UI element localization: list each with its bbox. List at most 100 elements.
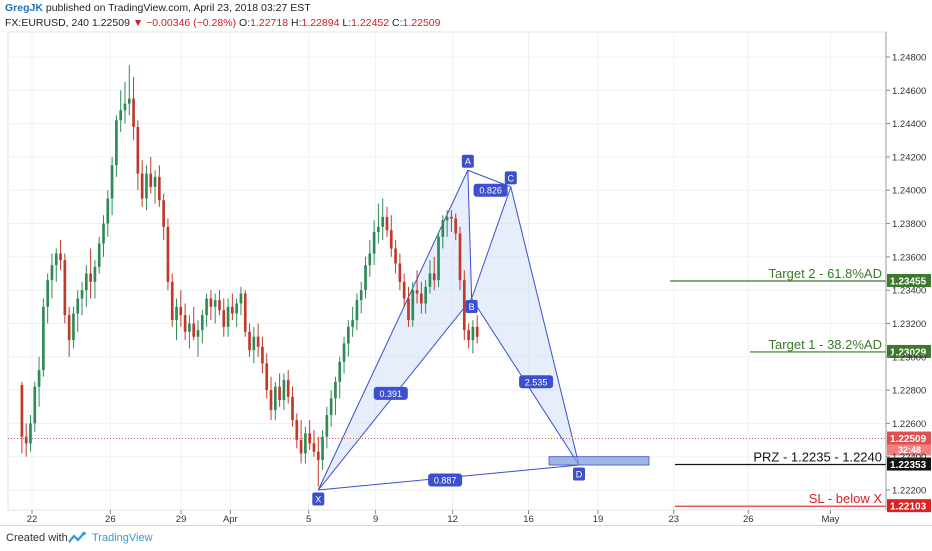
candle-body <box>231 306 234 314</box>
candle-body <box>437 236 440 281</box>
author-link[interactable]: GregJK <box>5 2 43 14</box>
candle-body <box>67 315 71 341</box>
candle-body <box>377 226 380 232</box>
tradingview-brand-link[interactable]: TradingView <box>92 532 153 544</box>
candle-body <box>252 336 256 351</box>
candle-body <box>119 110 123 121</box>
candle-body <box>454 218 458 234</box>
countdown-tag: 32:48 <box>898 445 921 455</box>
candle-body <box>158 176 161 201</box>
point-label-text: B <box>469 302 475 312</box>
candle-body <box>84 273 88 291</box>
candle-body <box>312 443 316 452</box>
open-value: 1.22718 <box>250 17 289 29</box>
candle-body <box>458 233 462 281</box>
chart-axes: 1.24800 1.24600 1.24400 1.24200 1.24000 1.238… <box>27 32 926 525</box>
point-label-d: D <box>573 467 586 481</box>
candle-body <box>475 326 479 337</box>
candle-body <box>462 280 466 331</box>
candle-body <box>222 310 226 327</box>
candle-body <box>153 176 157 187</box>
candle-body <box>282 380 286 401</box>
candle-body <box>316 451 320 461</box>
x-tick-label: 16 <box>523 514 534 525</box>
close-value: 1.22509 <box>402 17 441 29</box>
candle-body <box>183 315 187 332</box>
candles <box>20 65 479 487</box>
x-tick-label: 26 <box>743 514 754 525</box>
candle-body <box>402 281 406 299</box>
candle-body <box>170 281 174 321</box>
y-tick-label: 1.23200 <box>892 319 926 330</box>
ratio-badge-bg <box>519 375 554 389</box>
point-label-text: D <box>576 470 583 480</box>
y-tick-label: 1.22600 <box>892 419 926 430</box>
candle-body <box>325 415 329 437</box>
target-1-price-tag: 1.23029 <box>890 347 927 358</box>
publish-line: GregJK published on TradingView.com, Apr… <box>5 1 311 15</box>
stop-loss-tag-bg <box>887 499 931 513</box>
open-label: O: <box>239 17 251 29</box>
x-tick-label: 26 <box>105 514 116 525</box>
ratio-badge-bg <box>473 183 508 197</box>
candle-body <box>24 436 28 444</box>
y-tick-label: 1.24800 <box>892 52 926 63</box>
candle-body <box>235 303 238 314</box>
candle-body <box>196 330 200 337</box>
prz-label: PRZ - 1.2235 - 1.2240 <box>753 450 882 465</box>
candle-body <box>209 298 213 307</box>
candle-body <box>97 243 101 267</box>
target-2-tag-bg <box>887 273 931 287</box>
high-label: H: <box>290 17 302 29</box>
point-label-a: A <box>461 154 474 168</box>
candle-body <box>407 298 410 321</box>
ratio-badge: 2.535 <box>519 375 554 389</box>
ratio-badge-bg <box>428 473 463 487</box>
candle-body <box>355 300 359 321</box>
prz-price-tag: 1.22353 <box>890 460 927 471</box>
bcd-triangle <box>471 186 580 466</box>
target-1-tag-bg <box>887 344 931 358</box>
candle-body <box>338 361 342 382</box>
candle-body <box>29 423 32 444</box>
x-tick-label: Apr <box>223 514 238 525</box>
x-tick-label: 12 <box>447 514 458 525</box>
candle-body <box>450 216 453 219</box>
candle-body <box>80 290 84 299</box>
candle-body <box>381 216 385 227</box>
candle-body <box>46 280 49 307</box>
stop-loss-label: SL - below X <box>809 491 883 506</box>
ohlc-line: FX:EURUSD, 240 1.22509 ▼ −0.00346 (−0.28… <box>5 16 441 30</box>
y-tick-label: 1.23400 <box>892 286 926 297</box>
last-price-tag: 1.22509 <box>890 434 927 445</box>
x-tick-label: 5 <box>306 514 311 525</box>
candle-body <box>20 385 24 437</box>
candle-body <box>226 306 230 327</box>
candle-body <box>102 223 105 244</box>
footer-bar: Created with TradingView <box>0 525 932 551</box>
candle-body <box>50 265 54 281</box>
created-with-label: Created with <box>6 532 68 544</box>
candle-body <box>299 440 303 454</box>
candle-body <box>286 380 290 397</box>
chart-header: GregJK published on TradingView.com, Apr… <box>0 0 932 32</box>
x-tick-label: 19 <box>593 514 604 525</box>
candle-body <box>342 343 346 362</box>
cd-leg <box>510 186 580 466</box>
ratio-badge-label: 0.826 <box>479 186 502 196</box>
candle-body <box>132 98 135 127</box>
candle-body <box>162 200 165 227</box>
candle-body <box>127 98 131 104</box>
down-triangle-icon: ▼ <box>132 17 144 29</box>
y-tick-label: 1.22200 <box>892 486 926 497</box>
candle-body <box>304 433 307 454</box>
candle-body <box>295 420 299 441</box>
stop-loss-price-tag: 1.22103 <box>890 502 927 513</box>
y-tick-label: 1.23000 <box>892 352 926 363</box>
candle-body <box>368 253 372 266</box>
candle-body <box>243 293 247 332</box>
x-tick-label: 22 <box>27 514 38 525</box>
y-tick-label: 1.24200 <box>892 152 926 163</box>
